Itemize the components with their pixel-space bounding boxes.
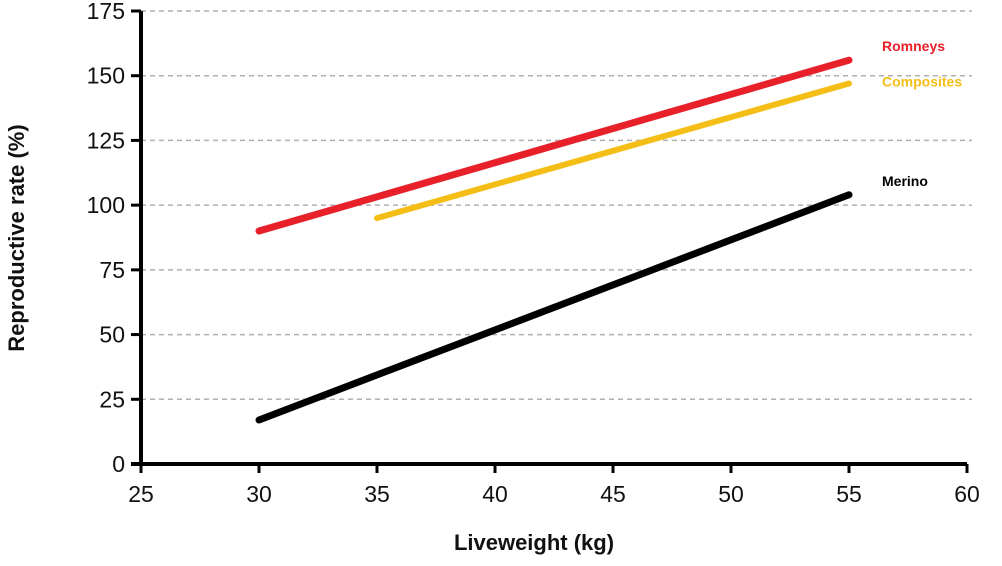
y-tick-label: 175 xyxy=(87,0,125,24)
y-tick-label: 25 xyxy=(99,386,125,412)
x-tick-label: 60 xyxy=(954,481,980,507)
series-line-composites xyxy=(374,80,852,222)
y-axis-title: Reproductive rate (%) xyxy=(4,124,29,351)
x-tick-label: 50 xyxy=(718,481,744,507)
y-tick-label: 100 xyxy=(87,192,125,218)
series-line-merino xyxy=(255,191,853,424)
y-tick-label: 125 xyxy=(87,127,125,153)
y-tick-label: 75 xyxy=(99,257,125,283)
x-tick-label: 25 xyxy=(128,481,154,507)
x-tick-label: 35 xyxy=(364,481,390,507)
y-tick-label: 150 xyxy=(87,63,125,89)
gridlines xyxy=(141,10,972,401)
series-label-romneys: Romneys xyxy=(882,38,945,54)
x-tick-label: 55 xyxy=(836,481,862,507)
axes xyxy=(131,9,969,473)
x-axis-title: Liveweight (kg) xyxy=(454,530,614,555)
y-tick-label: 0 xyxy=(112,451,125,477)
series-line-romneys xyxy=(255,56,853,235)
series-label-composites: Composites xyxy=(882,73,962,89)
x-tick-label: 30 xyxy=(246,481,272,507)
series-labels: Romneys Composites Merino xyxy=(882,38,962,189)
y-tick-label: 50 xyxy=(99,322,125,348)
series-label-merino: Merino xyxy=(882,173,928,189)
x-tick-label: 40 xyxy=(482,481,508,507)
x-tick-label: 45 xyxy=(600,481,626,507)
series-lines xyxy=(255,56,853,424)
